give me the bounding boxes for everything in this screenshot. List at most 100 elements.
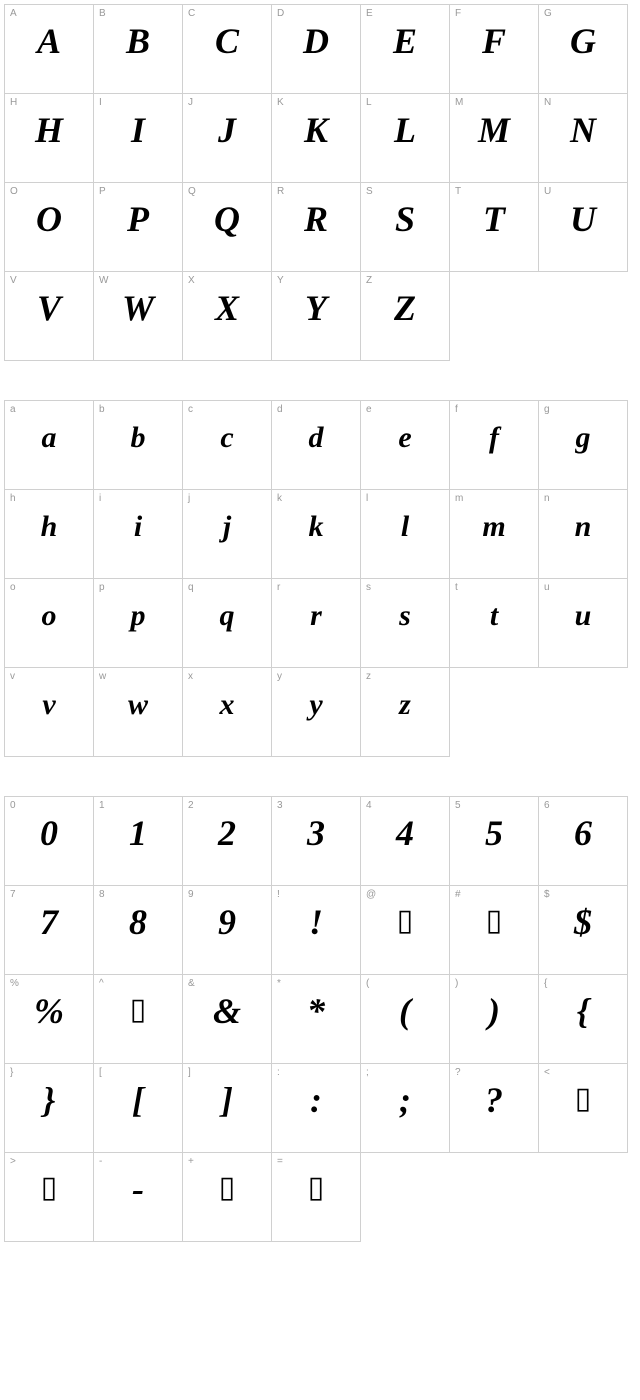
char-label: 8 bbox=[99, 889, 105, 900]
char-glyph: I bbox=[94, 112, 182, 148]
char-label: C bbox=[188, 8, 195, 19]
char-grid-symbols: 00112233445566778899!!@▯#▯$$%%^▯&&**(())… bbox=[5, 797, 635, 1242]
char-glyph: m bbox=[450, 512, 538, 542]
char-glyph: : bbox=[272, 1082, 360, 1118]
char-cell: tt bbox=[449, 578, 539, 668]
char-cell: >▯ bbox=[4, 1152, 94, 1242]
char-glyph: s bbox=[361, 601, 449, 631]
char-glyph: Q bbox=[183, 201, 271, 237]
char-glyph: ) bbox=[450, 993, 538, 1029]
char-label: 4 bbox=[366, 800, 372, 811]
char-cell: ee bbox=[360, 400, 450, 490]
char-glyph: * bbox=[272, 993, 360, 1029]
char-cell: KK bbox=[271, 93, 361, 183]
char-glyph: 9 bbox=[183, 904, 271, 940]
char-glyph: U bbox=[539, 201, 627, 237]
char-label: R bbox=[277, 186, 284, 197]
char-label: x bbox=[188, 671, 193, 682]
char-label: j bbox=[188, 493, 190, 504]
char-label: D bbox=[277, 8, 284, 19]
char-cell: 22 bbox=[182, 796, 272, 886]
char-glyph: t bbox=[450, 601, 538, 631]
char-glyph: 4 bbox=[361, 815, 449, 851]
char-cell: @▯ bbox=[360, 885, 450, 975]
char-label: P bbox=[99, 186, 106, 197]
char-label: K bbox=[277, 97, 284, 108]
char-label: B bbox=[99, 8, 106, 19]
char-cell: VV bbox=[4, 271, 94, 361]
char-label: @ bbox=[366, 889, 376, 900]
char-label: $ bbox=[544, 889, 550, 900]
char-glyph: 8 bbox=[94, 904, 182, 940]
char-cell: ll bbox=[360, 489, 450, 579]
char-cell: II bbox=[93, 93, 183, 183]
char-glyph: A bbox=[5, 23, 93, 59]
char-glyph: L bbox=[361, 112, 449, 148]
char-label: % bbox=[10, 978, 19, 989]
char-cell: 44 bbox=[360, 796, 450, 886]
char-cell: SS bbox=[360, 182, 450, 272]
char-glyph: O bbox=[5, 201, 93, 237]
char-glyph: k bbox=[272, 512, 360, 542]
char-label: T bbox=[455, 186, 461, 197]
char-label: V bbox=[10, 275, 17, 286]
char-label: d bbox=[277, 404, 283, 415]
char-glyph: 2 bbox=[183, 815, 271, 851]
char-cell: <▯ bbox=[538, 1063, 628, 1153]
char-glyph: f bbox=[450, 423, 538, 453]
char-glyph: u bbox=[539, 601, 627, 631]
char-label: ) bbox=[455, 978, 458, 989]
char-label: - bbox=[99, 1156, 102, 1167]
char-glyph: G bbox=[539, 23, 627, 59]
char-cell: QQ bbox=[182, 182, 272, 272]
char-label: k bbox=[277, 493, 282, 504]
char-cell: =▯ bbox=[271, 1152, 361, 1242]
char-label: c bbox=[188, 404, 193, 415]
char-label: O bbox=[10, 186, 18, 197]
char-cell: FF bbox=[449, 4, 539, 94]
char-cell: 66 bbox=[538, 796, 628, 886]
char-label: 6 bbox=[544, 800, 550, 811]
char-cell: LL bbox=[360, 93, 450, 183]
char-label: = bbox=[277, 1156, 283, 1167]
char-cell: ;; bbox=[360, 1063, 450, 1153]
char-cell: PP bbox=[93, 182, 183, 272]
char-glyph: W bbox=[94, 290, 182, 326]
char-label: v bbox=[10, 671, 15, 682]
char-glyph: 0 bbox=[5, 815, 93, 851]
char-cell: oo bbox=[4, 578, 94, 668]
char-cell: }} bbox=[4, 1063, 94, 1153]
char-cell: EE bbox=[360, 4, 450, 94]
char-label: o bbox=[10, 582, 16, 593]
char-cell: XX bbox=[182, 271, 272, 361]
char-cell: ]] bbox=[182, 1063, 272, 1153]
char-glyph: 3 bbox=[272, 815, 360, 851]
char-cell: && bbox=[182, 974, 272, 1064]
char-label: 3 bbox=[277, 800, 283, 811]
char-cell: 88 bbox=[93, 885, 183, 975]
char-cell: +▯ bbox=[182, 1152, 272, 1242]
char-glyph: } bbox=[5, 1082, 93, 1118]
char-glyph: K bbox=[272, 112, 360, 148]
char-glyph: ▯ bbox=[361, 906, 449, 936]
char-cell: xx bbox=[182, 667, 272, 757]
char-label: G bbox=[544, 8, 552, 19]
char-glyph: M bbox=[450, 112, 538, 148]
char-cell: cc bbox=[182, 400, 272, 490]
char-cell: HH bbox=[4, 93, 94, 183]
char-label: n bbox=[544, 493, 550, 504]
char-label: w bbox=[99, 671, 106, 682]
char-glyph: { bbox=[539, 993, 627, 1029]
char-label: ! bbox=[277, 889, 280, 900]
char-label: W bbox=[99, 275, 108, 286]
char-cell: yy bbox=[271, 667, 361, 757]
char-glyph: x bbox=[183, 690, 271, 720]
char-glyph: E bbox=[361, 23, 449, 59]
char-label: } bbox=[10, 1067, 13, 1078]
char-glyph: 6 bbox=[539, 815, 627, 851]
char-cell: ZZ bbox=[360, 271, 450, 361]
char-cell: 00 bbox=[4, 796, 94, 886]
char-glyph: ▯ bbox=[183, 1173, 271, 1203]
char-label: X bbox=[188, 275, 195, 286]
char-glyph: e bbox=[361, 423, 449, 453]
